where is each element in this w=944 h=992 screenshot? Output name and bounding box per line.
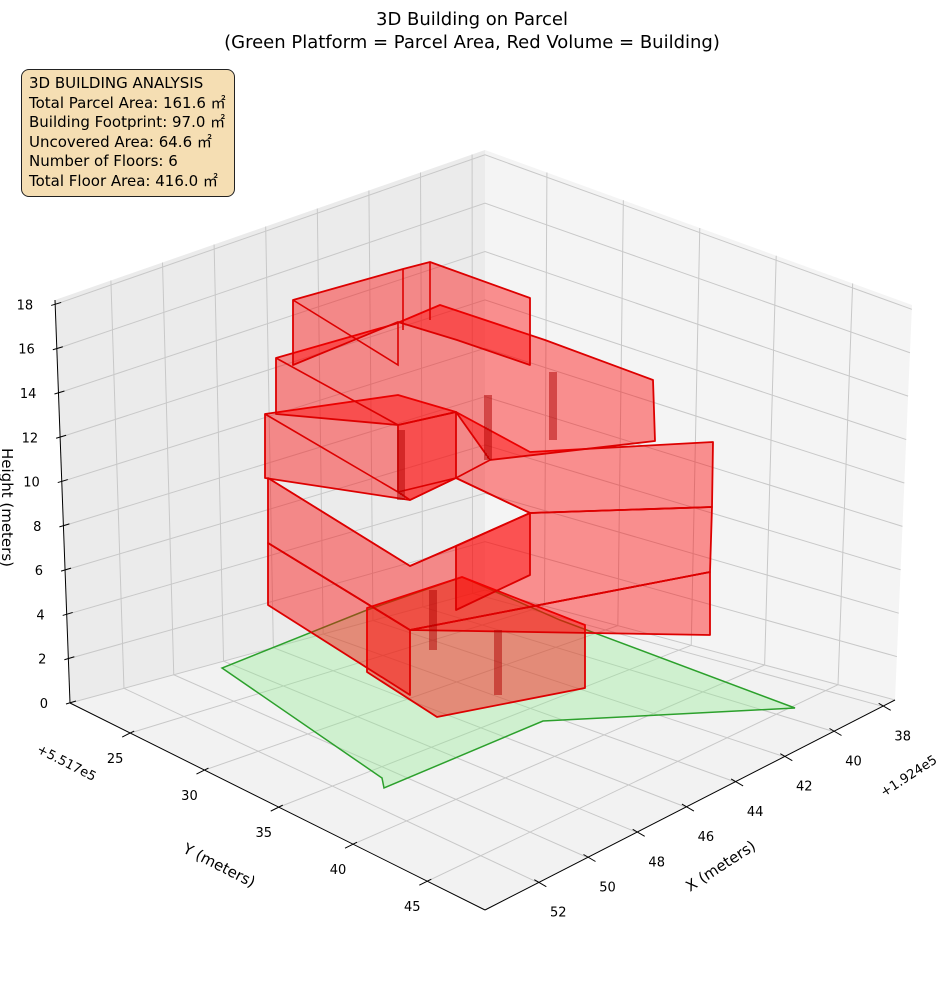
z-tick-label: 2 <box>38 653 46 668</box>
y-gridline <box>278 227 701 808</box>
x-gridline <box>316 208 736 783</box>
x-tick-label: 48 <box>648 855 665 870</box>
x-tick <box>583 854 596 862</box>
title-line: 3D Building on Parcel <box>376 9 568 30</box>
y-tick-label: 30 <box>181 789 198 804</box>
y-gridline <box>130 172 548 734</box>
z-tick <box>52 346 63 351</box>
analysis-info-box: 3D BUILDING ANALYSIS Total Parcel Area: … <box>21 69 235 197</box>
building-volume-face <box>292 261 531 366</box>
x-tick-label: 40 <box>845 755 862 770</box>
x-offset-label: +1.924e5 <box>878 753 940 801</box>
x-gridline <box>420 172 834 732</box>
y-tick <box>419 878 432 886</box>
building-volume-face <box>366 576 586 718</box>
y-tick <box>344 841 358 849</box>
z-tick-label: 12 <box>22 431 39 446</box>
z-gridline <box>58 251 909 397</box>
parcel-platform <box>220 576 796 790</box>
x-axis-label: X (meters) <box>682 837 759 895</box>
y-axis-line <box>69 702 486 911</box>
z-axis-label: Height (meters) <box>0 448 16 567</box>
z-tick-label: 6 <box>35 564 43 579</box>
x-gridline <box>110 280 539 884</box>
z-tick-label: 4 <box>36 608 44 623</box>
y-tick <box>196 767 209 775</box>
z-gridline <box>61 347 905 484</box>
y-gridline <box>204 200 624 771</box>
x-tick <box>534 879 547 888</box>
info-floor-area: Total Floor Area: 416.0 ㎡ <box>29 171 218 190</box>
x-tick-label: 50 <box>599 881 616 896</box>
z-tick-label: 18 <box>17 298 34 313</box>
y-axis-label: Y (meters) <box>179 839 258 891</box>
y-tick-label: 25 <box>107 752 124 767</box>
x-tick-label: 42 <box>796 780 813 795</box>
floor-pane <box>70 590 895 910</box>
y-tick-label: 35 <box>255 826 272 841</box>
floor-edge <box>267 477 457 567</box>
y-gridline <box>427 283 854 882</box>
y-tick <box>121 730 135 738</box>
x-tick-label: 44 <box>747 805 764 820</box>
z-gridline <box>56 202 911 354</box>
z-tick-label: 10 <box>23 476 40 491</box>
floor-edge <box>455 459 491 479</box>
floor-edge <box>292 299 399 367</box>
x-tick <box>780 753 793 762</box>
x-axis-line <box>484 699 896 911</box>
subtitle-line: (Green Platform = Parcel Area, Red Volum… <box>224 32 720 53</box>
z-tick-label: 16 <box>18 343 35 358</box>
x-tick <box>878 702 891 711</box>
building-volume-face <box>455 512 531 611</box>
z-tick <box>60 567 72 572</box>
building-volume-face <box>275 304 656 461</box>
y-tick-label: 40 <box>330 863 347 878</box>
z-tick-label: 14 <box>20 387 37 402</box>
y-gridline <box>352 255 777 845</box>
y-offset-label: +5.517e5 <box>34 742 98 785</box>
x-tick-label: 38 <box>894 729 911 744</box>
z-tick <box>55 434 67 439</box>
x-gridline <box>471 154 883 707</box>
y-tick <box>270 804 283 812</box>
x-gridline <box>213 244 637 833</box>
info-heading: 3D BUILDING ANALYSIS <box>29 74 204 92</box>
z-tick <box>62 611 73 616</box>
z-gridline <box>68 541 898 660</box>
info-footprint: Building Footprint: 97.0 ㎡ <box>29 113 226 131</box>
x-tick <box>829 728 842 736</box>
left-pane <box>55 150 485 703</box>
z-tick <box>59 523 70 528</box>
floor-edge <box>267 542 711 631</box>
x-tick <box>632 828 645 837</box>
z-tick-label: 0 <box>40 697 48 712</box>
x-gridline <box>162 262 588 858</box>
z-axis-line <box>54 299 71 704</box>
x-tick-label: 46 <box>698 830 715 845</box>
x-tick-label: 52 <box>550 906 567 921</box>
x-tick <box>681 803 695 812</box>
z-gridline <box>66 492 899 615</box>
z-tick-label: 8 <box>33 520 41 535</box>
z-gridline <box>69 589 896 704</box>
z-tick <box>54 390 65 395</box>
z-gridline <box>59 299 907 441</box>
z-tick <box>51 301 62 306</box>
z-tick <box>57 479 68 484</box>
floor-edge <box>275 357 399 426</box>
x-tick <box>730 778 744 787</box>
info-uncovered: Uncovered Area: 64.6 ㎡ <box>29 132 212 151</box>
info-parcel-area: Total Parcel Area: 161.6 ㎡ <box>29 93 226 112</box>
chart-title: 3D Building on Parcel (Green Platform = … <box>0 8 944 54</box>
z-tick <box>65 700 77 705</box>
info-floors: Number of Floors: 6 <box>29 152 178 170</box>
z-tick <box>64 656 75 661</box>
z-gridline <box>55 154 912 310</box>
y-tick-label: 45 <box>404 900 421 915</box>
